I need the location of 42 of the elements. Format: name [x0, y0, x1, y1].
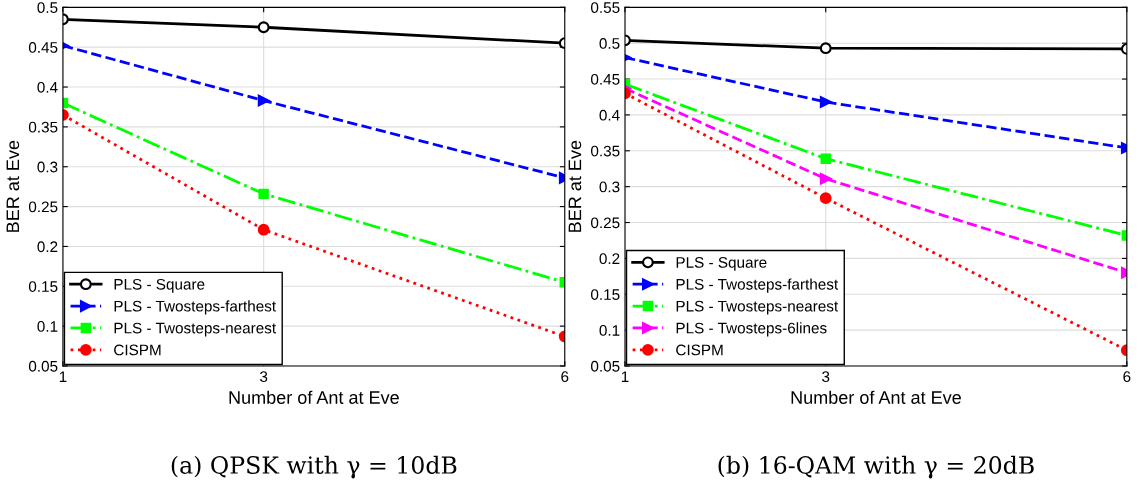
y-tick-label: 0.4: [599, 109, 620, 121]
text: (b) 16-QAM with γ = 20dB: [718, 455, 1034, 479]
y-tick-label: 0.25: [28, 201, 58, 213]
y-axis-title: BER at Eve: [568, 140, 582, 232]
x-tick-label: 3: [822, 371, 830, 383]
legend-label: CISPM: [114, 344, 161, 356]
y-tick-label: 0.2: [37, 241, 58, 253]
text: (a) QPSK with γ = 10dB: [171, 455, 457, 479]
y-axis-title: BER at Eve: [6, 140, 20, 232]
y-tick-label: 0.2: [599, 253, 620, 265]
y-tick-label: 0.45: [590, 73, 620, 85]
legend-label: PLS - Twosteps-6lines: [676, 322, 827, 337]
legend-label: PLS - Twosteps-farthest: [114, 300, 276, 315]
y-tick-label: 0.55: [590, 2, 620, 14]
legend-label: PLS - Twosteps-nearest: [114, 322, 276, 337]
x-axis-title: Number of Ant at Eve: [791, 390, 961, 404]
y-tick-label: 0.3: [599, 181, 620, 193]
y-tick-label: 0.05: [590, 360, 620, 372]
y-tick-label: 0.35: [28, 121, 58, 133]
y-tick-label: 0.35: [590, 145, 620, 157]
y-tick-label: 0.25: [590, 217, 620, 229]
x-tick-label: 3: [259, 371, 268, 383]
y-tick-label: 0.3: [37, 161, 58, 173]
x-tick-label: 1: [621, 371, 629, 382]
x-tick-label: 6: [561, 371, 569, 383]
y-tick-label: 0.1: [37, 321, 58, 332]
legend-label: PLS - Square: [114, 278, 205, 293]
y-tick-label: 0.5: [37, 2, 58, 14]
x-axis-title: Number of Ant at Eve: [229, 390, 399, 404]
x-tick-label: 6: [1123, 371, 1131, 383]
y-tick-label: 0.15: [590, 289, 620, 300]
legend-label: PLS - Square: [676, 257, 767, 271]
legend-label: CISPM: [676, 344, 723, 356]
legend-label: PLS - Twosteps-nearest: [676, 300, 839, 315]
y-tick-label: 0.05: [28, 360, 58, 372]
x-tick-label: 1: [59, 371, 67, 382]
y-tick-label: 0.4: [37, 81, 58, 93]
y-tick-label: 0.1: [599, 325, 620, 336]
y-tick-label: 0.45: [28, 42, 58, 53]
legend-label: PLS - Twosteps-farthest: [676, 278, 839, 293]
y-tick-label: 0.5: [599, 38, 620, 49]
y-tick-label: 0.15: [28, 281, 58, 292]
